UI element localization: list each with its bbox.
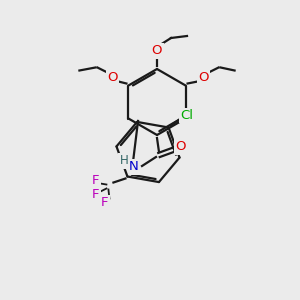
Text: F: F — [101, 196, 108, 209]
Text: O: O — [198, 71, 209, 84]
Text: F: F — [92, 188, 99, 201]
Text: N: N — [129, 160, 139, 173]
Text: F: F — [92, 174, 99, 187]
Text: Cl: Cl — [180, 109, 193, 122]
Text: O: O — [107, 71, 118, 84]
Text: O: O — [152, 44, 162, 58]
Text: H: H — [120, 154, 128, 167]
Text: O: O — [176, 140, 186, 154]
